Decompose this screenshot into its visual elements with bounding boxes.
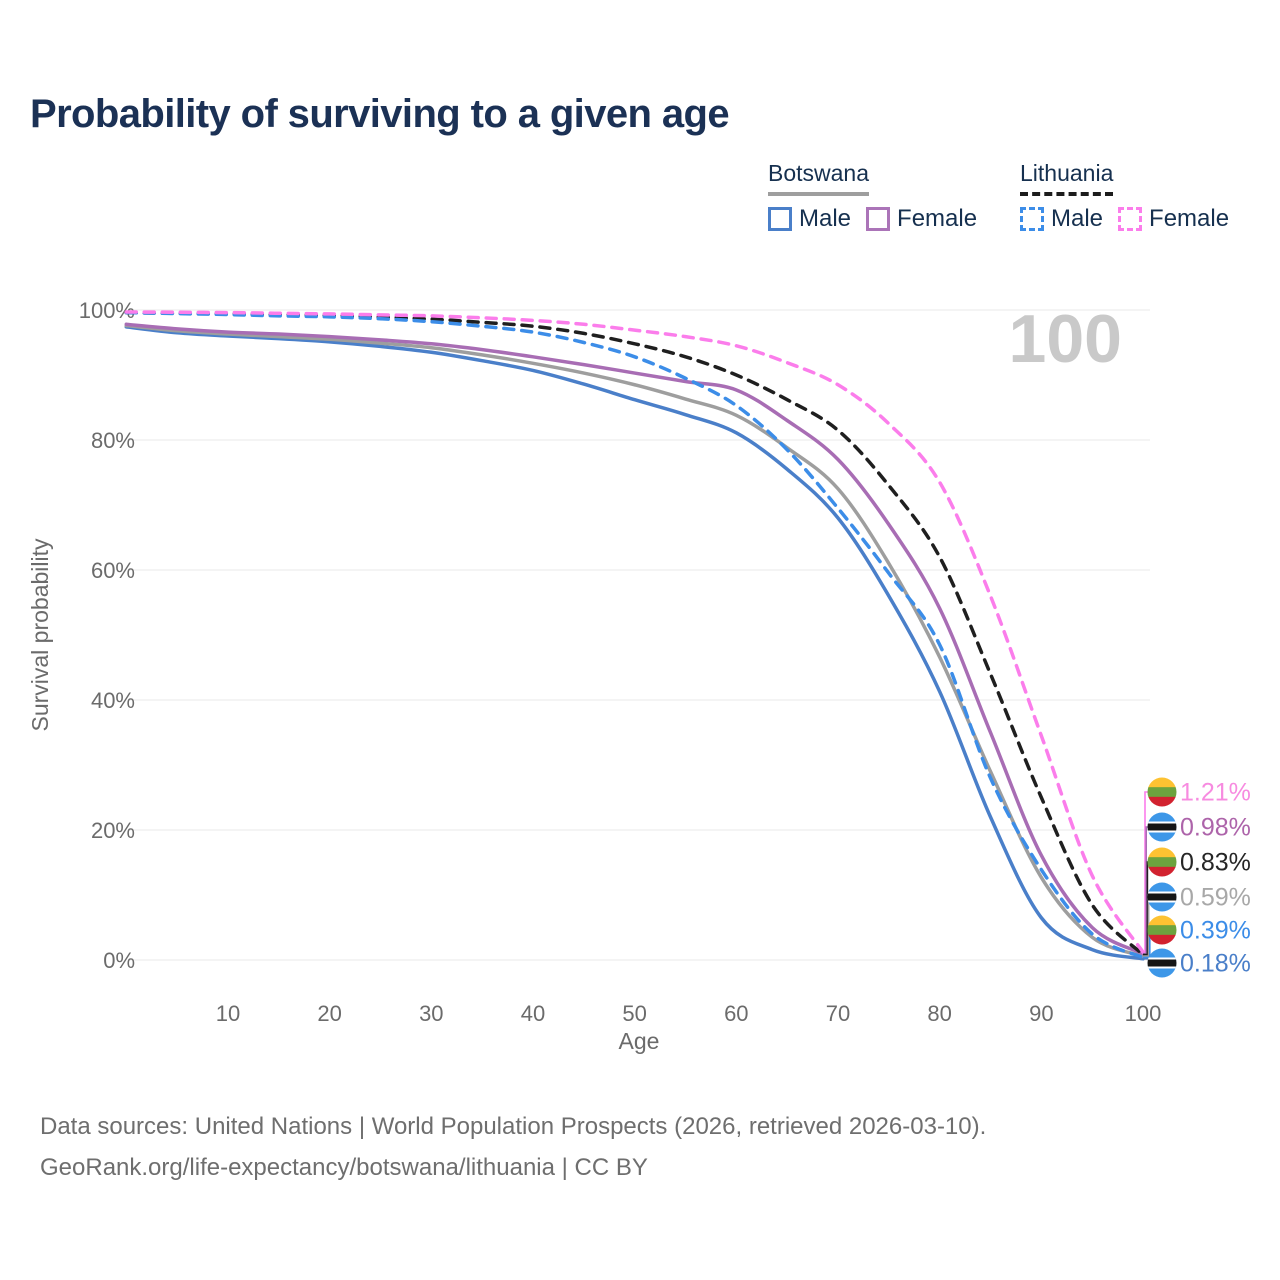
legend-group-lithuania: Lithuania Male Female bbox=[1020, 160, 1244, 233]
legend-country-lithuania: Lithuania bbox=[1020, 160, 1114, 196]
x-tick-label: 60 bbox=[724, 1001, 748, 1026]
end-label-value-lithuania: 0.83% bbox=[1180, 849, 1251, 877]
botswana-flag-icon bbox=[1147, 948, 1177, 978]
legend-group-botswana: Botswana Male Female bbox=[768, 160, 992, 233]
x-tick-label: 10 bbox=[216, 1001, 240, 1026]
lithuania-flag-icon bbox=[1147, 777, 1177, 807]
age-watermark: 100 bbox=[1009, 301, 1122, 377]
legend-item-lithuania-female[interactable]: Female bbox=[1118, 205, 1229, 233]
x-tick-label: 80 bbox=[927, 1001, 951, 1026]
botswana-female-checkbox-icon[interactable] bbox=[866, 207, 891, 231]
y-axis-title: Survival probability bbox=[27, 538, 53, 732]
curve-lithuania-female bbox=[124, 310, 1145, 954]
x-tick-label: 20 bbox=[317, 1001, 341, 1026]
curve-lithuania-male bbox=[124, 310, 1145, 960]
end-label-value-botswana-male: 0.18% bbox=[1180, 950, 1251, 978]
legend-label: Female bbox=[1149, 205, 1230, 232]
botswana-male-checkbox-icon[interactable] bbox=[768, 207, 792, 231]
legend-item-lithuania-male[interactable]: Male bbox=[1020, 205, 1103, 233]
lithuania-flag-icon bbox=[1147, 915, 1177, 945]
y-tick-label: 0% bbox=[103, 948, 135, 973]
end-label-value-lithuania-female: 1.21% bbox=[1180, 779, 1251, 807]
curve-botswana bbox=[124, 323, 1145, 958]
x-tick-label: 70 bbox=[826, 1001, 850, 1026]
x-tick-label: 50 bbox=[622, 1001, 646, 1026]
footer-attribution: GeoRank.org/life-expectancy/botswana/lit… bbox=[40, 1154, 648, 1181]
y-tick-label: 60% bbox=[91, 558, 135, 583]
curve-botswana-male bbox=[124, 325, 1145, 961]
legend-country-botswana: Botswana bbox=[768, 160, 870, 196]
legend-label: Male bbox=[799, 205, 852, 232]
x-tick-label: 40 bbox=[521, 1001, 545, 1026]
end-label-value-botswana-female: 0.98% bbox=[1180, 814, 1251, 842]
legend-item-botswana-female[interactable]: Female bbox=[866, 205, 977, 233]
page-title: Probability of surviving to a given age bbox=[30, 92, 730, 136]
x-tick-label: 90 bbox=[1029, 1001, 1053, 1026]
lithuania-female-checkbox-icon[interactable] bbox=[1118, 207, 1143, 231]
y-tick-label: 20% bbox=[91, 818, 135, 843]
lithuania-male-checkbox-icon[interactable] bbox=[1020, 207, 1044, 231]
legend-label: Female bbox=[897, 205, 978, 232]
y-tick-label: 40% bbox=[91, 688, 135, 713]
legend-label: Male bbox=[1051, 205, 1104, 232]
end-label-value-lithuania-male: 0.39% bbox=[1180, 917, 1251, 945]
footer: Data sources: United Nations | World Pop… bbox=[40, 1106, 986, 1188]
legend-item-botswana-male[interactable]: Male bbox=[768, 205, 851, 233]
y-tick-label: 80% bbox=[91, 428, 135, 453]
x-tick-label: 30 bbox=[419, 1001, 443, 1026]
lithuania-flag-icon bbox=[1147, 847, 1177, 877]
x-axis-title: Age bbox=[619, 1028, 660, 1054]
curve-botswana-female bbox=[124, 322, 1145, 956]
footer-data-sources: Data sources: United Nations | World Pop… bbox=[40, 1113, 987, 1140]
end-label-value-botswana: 0.59% bbox=[1180, 884, 1251, 912]
x-tick-label: 100 bbox=[1125, 1001, 1162, 1026]
botswana-flag-icon bbox=[1147, 882, 1177, 912]
curve-lithuania bbox=[124, 310, 1145, 957]
botswana-flag-icon bbox=[1147, 812, 1177, 842]
